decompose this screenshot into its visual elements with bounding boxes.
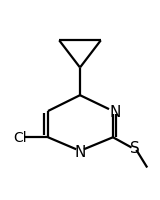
Text: N: N [109,104,121,119]
Text: S: S [130,140,139,155]
Text: Cl: Cl [13,131,27,145]
Text: N: N [74,145,86,160]
